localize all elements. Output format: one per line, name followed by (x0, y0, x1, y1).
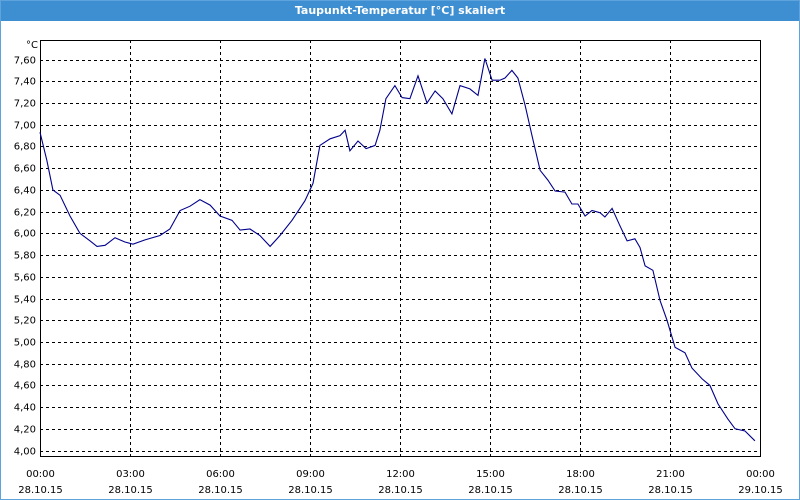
y-tick-label: 5,20 (14, 316, 36, 327)
plot-frame (40, 40, 761, 457)
x-tick-label: 12:00 (386, 469, 415, 480)
x-tick-date: 28.10.15 (468, 485, 513, 496)
x-tick-date: 28.10.15 (108, 485, 153, 496)
y-tick-label: 6,60 (14, 164, 36, 175)
x-tick-label: 21:00 (656, 469, 685, 480)
x-tick-label: 00:00 (26, 469, 55, 480)
y-tick-label: 5,60 (14, 273, 36, 284)
data-line (39, 58, 756, 442)
y-tick-label: 7,20 (14, 99, 36, 110)
x-tick-label: 06:00 (206, 469, 235, 480)
x-tick-label: 09:00 (296, 469, 325, 480)
x-tick-date: 28.10.15 (198, 485, 243, 496)
y-unit: °C (26, 40, 38, 51)
y-tick-label: 6,00 (14, 229, 36, 240)
x-tick-date: 28.10.15 (18, 485, 63, 496)
y-tick-label: 7,00 (14, 121, 36, 132)
y-tick-label: 6,40 (14, 186, 36, 197)
x-tick-date: 28.10.15 (558, 485, 603, 496)
y-tick-label: 4,60 (14, 381, 36, 392)
y-tick-label: 4,00 (14, 447, 36, 458)
y-tick-label: 7,40 (14, 77, 36, 88)
x-tick-label: 18:00 (566, 469, 595, 480)
y-tick-label: 6,80 (14, 142, 36, 153)
x-tick-date: 28.10.15 (648, 485, 693, 496)
x-tick-date: 28.10.15 (378, 485, 423, 496)
chart: 4,00 4,20 4,40 4,60 4,80 5,00 5,20 5,40 5,60 5,80… (14, 40, 783, 496)
y-tick-label: 5,40 (14, 295, 36, 306)
x-tick-date: 28.10.15 (288, 485, 333, 496)
x-tick-date: 29.10.15 (738, 485, 783, 496)
y-tick-label: 5,80 (14, 251, 36, 262)
y-tick-label: 4,40 (14, 403, 36, 414)
x-tick-label: 15:00 (476, 469, 505, 480)
y-tick-label: 4,80 (14, 360, 36, 371)
y-tick-label: 4,20 (14, 425, 36, 436)
x-tick-label: 00:00 (746, 469, 775, 480)
x-tick-label: 03:00 (116, 469, 145, 480)
y-tick-label: 7,60 (14, 56, 36, 67)
y-tick-label: 5,00 (14, 338, 36, 349)
title-bar: Taupunkt-Temperatur [°C] skaliert (1, 1, 799, 21)
y-tick-label: 6,20 (14, 208, 36, 219)
